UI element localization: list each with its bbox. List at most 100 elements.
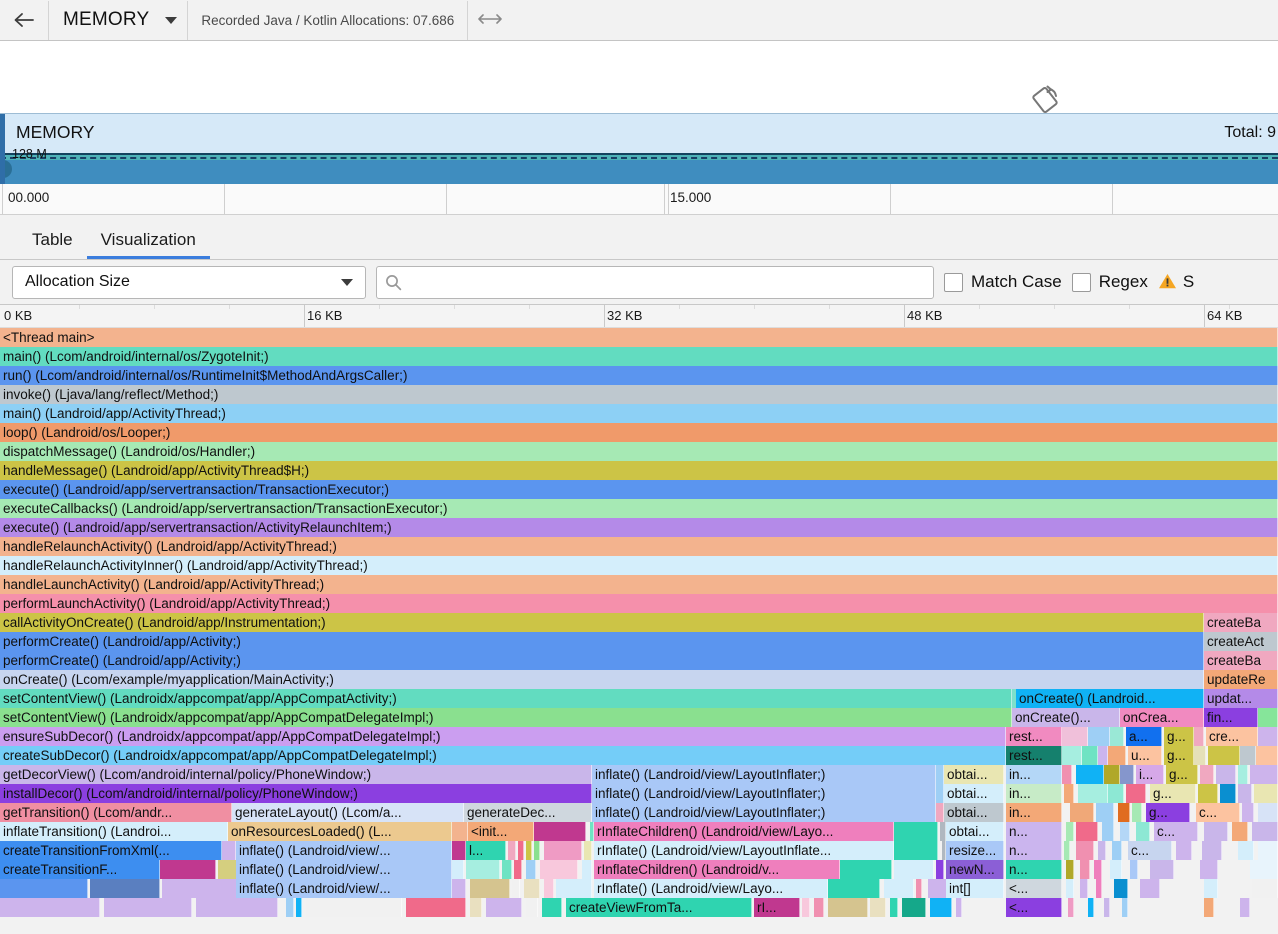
flame-cell[interactable]: loop() (Landroid/os/Looper;)	[0, 423, 1278, 442]
flame-cell[interactable]	[406, 898, 466, 917]
flame-cell[interactable]: fin...	[1204, 708, 1258, 727]
flame-cell[interactable]: newN...	[946, 860, 1004, 879]
flame-cell[interactable]: run() (Lcom/android/internal/os/RuntimeI…	[0, 366, 1278, 385]
flame-cell[interactable]: c...	[1196, 803, 1240, 822]
flame-cell[interactable]: g...	[1150, 784, 1196, 803]
flame-cell[interactable]: inflate() (Landroid/view/...	[236, 879, 452, 898]
flame-cell[interactable]	[1076, 765, 1104, 784]
flame-cell[interactable]	[894, 860, 934, 879]
flame-graph[interactable]: <Thread main> main() (Lcom/android/intern…	[0, 328, 1278, 934]
flame-cell[interactable]	[1066, 822, 1074, 841]
memory-chart[interactable]: 128 M MEMORY Total: 9	[0, 113, 1278, 184]
flame-cell[interactable]	[940, 822, 946, 841]
flame-cell[interactable]: g...	[1166, 765, 1198, 784]
flame-cell[interactable]: createViewFromTa...	[566, 898, 752, 917]
flame-cell[interactable]	[828, 898, 868, 917]
flame-cell[interactable]	[1238, 841, 1254, 860]
flame-cell[interactable]: in...	[1006, 765, 1062, 784]
flame-cell[interactable]	[894, 841, 938, 860]
flame-cell[interactable]	[534, 841, 540, 860]
flame-cell[interactable]: main() (Lcom/android/internal/os/ZygoteI…	[0, 347, 1278, 366]
back-button[interactable]	[0, 1, 48, 40]
flame-cell[interactable]: main() (Landroid/app/ActivityThread;)	[0, 404, 1278, 423]
flame-cell[interactable]	[814, 898, 824, 917]
flame-cell[interactable]	[1194, 727, 1204, 746]
flame-cell[interactable]	[1204, 879, 1218, 898]
flame-cell[interactable]: inflate() (Landroid/view/...	[236, 860, 452, 879]
flame-cell[interactable]	[590, 822, 594, 841]
flame-cell[interactable]: updateRe	[1204, 670, 1278, 689]
flame-cell[interactable]: getDecorView() (Lcom/android/internal/po…	[0, 765, 592, 784]
flame-cell[interactable]	[1232, 822, 1248, 841]
flame-cell[interactable]: onCreate() (Lcom/example/myapplication/M…	[0, 670, 1204, 689]
flame-cell[interactable]	[452, 822, 468, 841]
flame-cell[interactable]	[890, 898, 898, 917]
filter-attribute-dropdown[interactable]: Allocation Size	[12, 265, 366, 299]
flame-cell[interactable]	[936, 803, 944, 822]
flame-cell[interactable]	[286, 898, 294, 917]
flame-cell[interactable]: <...	[1006, 898, 1062, 917]
flame-cell[interactable]	[1200, 860, 1218, 879]
flame-cell[interactable]: createTransitionF...	[0, 860, 160, 879]
flame-cell[interactable]	[518, 841, 524, 860]
flame-cell[interactable]: createBa	[1204, 651, 1278, 670]
flame-cell[interactable]	[1150, 860, 1174, 879]
flame-cell[interactable]	[1240, 898, 1250, 917]
flame-cell[interactable]	[1194, 746, 1206, 765]
search-box[interactable]	[376, 265, 934, 299]
flame-cell[interactable]	[470, 879, 510, 898]
flame-cell[interactable]	[1198, 784, 1218, 803]
flame-cell[interactable]	[1064, 784, 1074, 803]
flame-cell[interactable]: <init...	[468, 822, 534, 841]
flame-cell[interactable]: performCreate() (Landroid/app/Activity;)	[0, 632, 1204, 651]
flame-cell[interactable]	[1140, 879, 1160, 898]
flame-cell[interactable]	[544, 879, 554, 898]
timeline-ruler[interactable]: 00.000 15.000	[0, 184, 1278, 215]
flame-cell[interactable]	[1096, 879, 1102, 898]
flame-cell[interactable]	[1094, 860, 1102, 879]
flame-cell[interactable]	[1258, 841, 1278, 860]
flame-cell[interactable]: i...	[1136, 765, 1164, 784]
flame-cell[interactable]	[1130, 860, 1138, 879]
flame-cell[interactable]	[584, 841, 592, 860]
flame-cell[interactable]: createTransitionFromXml(...	[0, 841, 222, 860]
flame-cell[interactable]	[1104, 765, 1120, 784]
regex-checkbox[interactable]: Regex	[1071, 272, 1148, 292]
flame-cell[interactable]	[508, 841, 516, 860]
flame-cell[interactable]	[1114, 879, 1128, 898]
flame-cell[interactable]	[526, 898, 538, 917]
flame-cell[interactable]	[1080, 879, 1088, 898]
flame-cell[interactable]: executeCallbacks() (Landroid/app/servert…	[0, 499, 1278, 518]
flame-cell[interactable]	[930, 898, 952, 917]
flame-cell[interactable]	[1064, 841, 1070, 860]
flame-cell[interactable]	[0, 879, 88, 898]
range-resize-button[interactable]	[468, 1, 512, 40]
flame-cell[interactable]: handleMessage() (Landroid/app/ActivityTh…	[0, 461, 1278, 480]
flame-cell[interactable]	[1062, 727, 1088, 746]
flame-cell[interactable]	[840, 860, 892, 879]
flame-cell[interactable]: performCreate() (Landroid/app/Activity;)	[0, 651, 1204, 670]
flame-cell[interactable]: onCrea...	[1120, 708, 1204, 727]
flame-cell[interactable]	[884, 879, 914, 898]
match-case-box[interactable]	[944, 272, 963, 292]
tab-table[interactable]: Table	[32, 230, 73, 249]
flame-cell[interactable]: inflate() (Landroid/view/LayoutInflater;…	[592, 803, 936, 822]
flame-cell[interactable]	[90, 879, 160, 898]
flame-cell[interactable]	[160, 860, 216, 879]
flame-cell[interactable]: a...	[1126, 727, 1162, 746]
flame-cell[interactable]: onResourcesLoaded() (L...	[228, 822, 452, 841]
flame-cell[interactable]: onCreate() (Landroid...	[1016, 689, 1204, 708]
flame-cell[interactable]	[514, 860, 522, 879]
flame-cell[interactable]: c...	[1154, 822, 1198, 841]
flame-cell[interactable]: rInflate() (Landroid/view/LayoutInflate.…	[594, 841, 894, 860]
flame-cell[interactable]: rInflate() (Landroid/view/Layo...	[594, 879, 828, 898]
flame-cell[interactable]: inflate() (Landroid/view/LayoutInflater;…	[592, 765, 936, 784]
flame-cell[interactable]: generateDec...	[464, 803, 592, 822]
flame-cell[interactable]: u...	[1128, 746, 1162, 765]
flame-cell[interactable]	[1126, 784, 1146, 803]
flame-cell[interactable]	[936, 784, 944, 803]
flame-cell[interactable]	[828, 879, 880, 898]
flame-cell[interactable]	[1202, 841, 1222, 860]
flame-cell[interactable]	[544, 841, 582, 860]
flame-cell[interactable]: dispatchMessage() (Landroid/os/Handler;)	[0, 442, 1278, 461]
